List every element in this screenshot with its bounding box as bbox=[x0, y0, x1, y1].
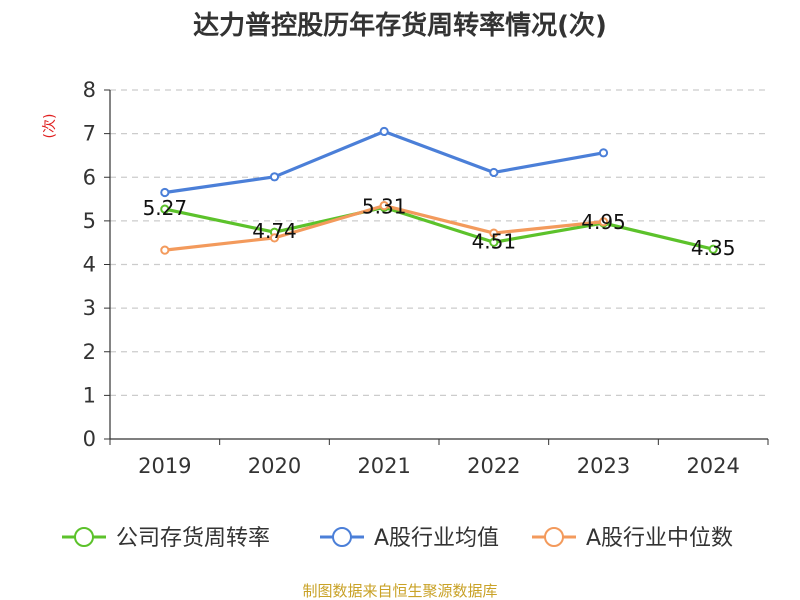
data-label: 4.51 bbox=[472, 229, 517, 253]
gridlines bbox=[110, 89, 768, 396]
y-tick-label: 5 bbox=[83, 209, 96, 233]
data-labels: 5.27 4.74 5.31 4.51 4.95 4.35 bbox=[143, 194, 736, 260]
y-tick-label: 8 bbox=[83, 78, 96, 102]
data-point bbox=[379, 126, 389, 137]
data-label: 4.74 bbox=[252, 219, 297, 243]
y-tick-label: 2 bbox=[83, 340, 96, 364]
legend-swatch-marker bbox=[74, 527, 94, 547]
legend-item-1[interactable]: A股行业均值 bbox=[320, 526, 499, 551]
data-point bbox=[489, 167, 499, 178]
data-point bbox=[379, 201, 389, 211]
y-tick-label: 1 bbox=[83, 383, 96, 407]
data-label: 4.35 bbox=[691, 236, 736, 260]
data-point bbox=[598, 217, 609, 227]
y-tick-label: 0 bbox=[83, 427, 96, 451]
y-tick-label: 7 bbox=[83, 122, 96, 146]
data-label: 5.27 bbox=[143, 196, 188, 220]
data-label: 4.95 bbox=[581, 210, 626, 234]
data-point bbox=[489, 228, 499, 238]
x-tick-label: 2021 bbox=[357, 454, 410, 478]
data-point bbox=[269, 233, 280, 243]
data-point bbox=[598, 148, 609, 158]
source-note: 制图数据来自恒生聚源数据库 bbox=[302, 582, 497, 600]
legend-item-2[interactable]: A股行业中位数 bbox=[532, 526, 733, 551]
x-tick-label: 2022 bbox=[467, 454, 520, 478]
legend-swatch-marker bbox=[332, 527, 352, 547]
legend-label: A股行业均值 bbox=[374, 526, 499, 551]
series-line-1 bbox=[163, 129, 606, 195]
data-point bbox=[160, 187, 170, 198]
data-point bbox=[160, 245, 170, 255]
series-line-0 bbox=[163, 205, 715, 251]
data-point bbox=[489, 237, 499, 247]
y-tick-label: 4 bbox=[83, 253, 96, 277]
legend[interactable]: 公司存货周转率 A股行业均值 A股行业中位数 bbox=[62, 526, 733, 551]
x-tick-label: 2019 bbox=[138, 454, 191, 478]
x-tick-label: 2020 bbox=[248, 454, 301, 478]
legend-label: 公司存货周转率 bbox=[116, 526, 270, 551]
legend-label: A股行业中位数 bbox=[586, 526, 733, 551]
data-point bbox=[269, 172, 280, 182]
x-tick-label: 2023 bbox=[577, 454, 630, 478]
data-point bbox=[708, 244, 718, 254]
y-tick-label: 6 bbox=[83, 165, 96, 189]
y-axis-label: (次) bbox=[42, 114, 58, 139]
chart-title: 达力普控股历年存货周转率情况(次) bbox=[193, 10, 607, 41]
axes: 0 1 2 3 4 5 6 7 8 2019 2020 2021 2022 2023 2024 bbox=[83, 78, 769, 478]
series-layer bbox=[160, 126, 718, 255]
y-tick-label: 3 bbox=[83, 296, 96, 320]
legend-item-0[interactable]: 公司存货周转率 bbox=[62, 526, 270, 551]
data-label: 5.31 bbox=[362, 194, 407, 218]
data-point bbox=[160, 204, 170, 214]
legend-swatch-marker bbox=[544, 527, 564, 547]
x-tick-label: 2024 bbox=[686, 454, 739, 478]
